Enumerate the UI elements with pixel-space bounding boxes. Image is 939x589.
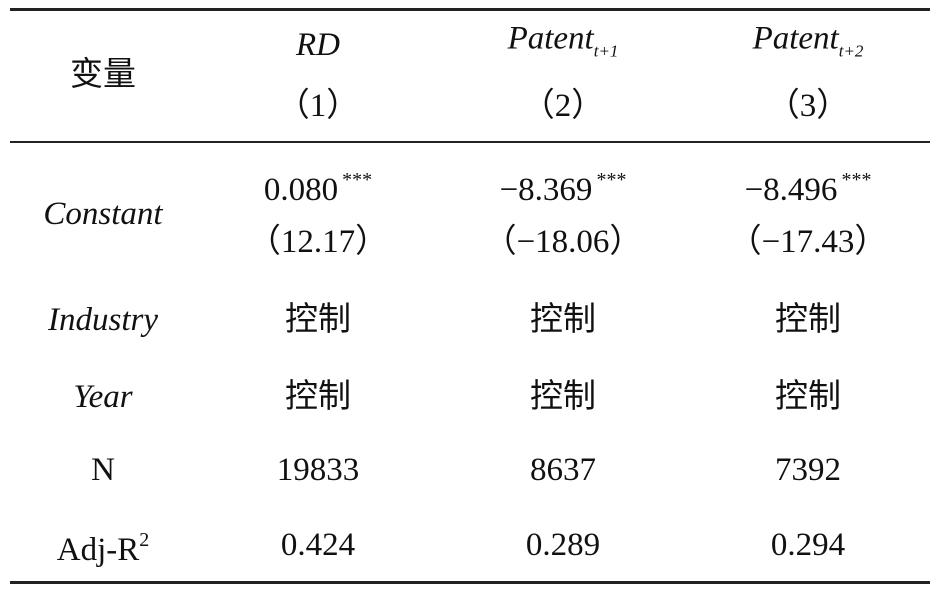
cell-text: 0.294 <box>770 527 846 563</box>
cell-text: 控制 <box>530 379 596 415</box>
table-cell: 控制 <box>530 300 596 340</box>
t-statistic: （−17.43） <box>729 222 888 262</box>
significance-stars: *** <box>841 169 872 191</box>
cell-text: 控制 <box>530 302 596 338</box>
row-label-text: Adj-R <box>56 532 140 568</box>
cell-text: 控制 <box>285 379 351 415</box>
t-statistic: （12.17） <box>248 222 388 262</box>
t-statistic-text: （−18.06） <box>483 224 643 260</box>
coefficient: 0.080 *** <box>264 160 372 210</box>
table-cell: 控制 <box>775 300 841 340</box>
row-label: Adj-R2 <box>57 520 150 570</box>
cell-text: 控制 <box>775 379 841 415</box>
header-label-text: Patent <box>507 20 594 57</box>
header-label-text: RD <box>296 27 340 63</box>
row-label-text: Year <box>73 379 133 415</box>
t-statistic-text: （−17.43） <box>728 224 888 260</box>
row-label-text: Constant <box>43 195 163 232</box>
column-number: （2） <box>522 86 605 126</box>
table-cell: 0.424 <box>281 525 355 565</box>
significance-stars: *** <box>596 169 627 191</box>
table-cell: 控制 <box>285 377 351 417</box>
cell-text: 控制 <box>285 302 351 338</box>
table-cell: 19833 <box>277 450 360 490</box>
cell-text: 0.424 <box>280 527 356 563</box>
header-label: Patentt+1 <box>508 19 619 72</box>
column-number: （1） <box>277 86 360 126</box>
coefficient-value: −8.496 <box>744 172 838 208</box>
table-cell: 控制 <box>530 377 596 417</box>
column-number-text: （3） <box>766 88 850 124</box>
coefficient: −8.496 *** <box>745 160 872 210</box>
cell-text: 7392 <box>775 452 841 488</box>
cell-text: 0.289 <box>525 527 601 563</box>
row-label: Constant <box>43 194 162 234</box>
table-cell: 控制 <box>775 377 841 417</box>
cell-text: 8637 <box>530 452 596 488</box>
cell-text: 19833 <box>276 452 360 488</box>
header-label-text: 变量 <box>70 57 136 93</box>
coefficient-value: −8.369 <box>499 172 593 208</box>
column-number-text: （1） <box>276 88 360 124</box>
header-subscript: t+2 <box>838 41 864 61</box>
coefficient: −8.369 *** <box>500 160 627 210</box>
row-label-text: N <box>91 452 115 488</box>
row-label-text: Industry <box>48 302 158 338</box>
header-label: Patentt+2 <box>753 19 864 72</box>
top-rule <box>10 8 930 11</box>
table-cell: 8637 <box>530 450 596 490</box>
table-cell: 0.289 <box>526 525 600 565</box>
column-number: （3） <box>767 86 850 126</box>
header-label: 变量 <box>70 55 136 95</box>
row-label: N <box>91 450 115 490</box>
table-cell: 控制 <box>285 300 351 340</box>
t-statistic: （−18.06） <box>484 222 643 262</box>
cell-text: 控制 <box>775 302 841 338</box>
bottom-rule <box>10 581 930 584</box>
coefficient-value: 0.080 <box>263 172 339 208</box>
significance-stars: *** <box>342 169 373 191</box>
row-label: Year <box>73 377 132 417</box>
row-label-sup: 2 <box>139 529 150 551</box>
header-subscript: t+1 <box>593 41 619 61</box>
header-label-text: Patent <box>752 20 839 57</box>
row-label: Industry <box>48 300 158 340</box>
table-cell: 7392 <box>775 450 841 490</box>
column-number-text: （2） <box>521 88 605 124</box>
header-rule <box>10 141 930 143</box>
t-statistic-text: （12.17） <box>247 224 389 260</box>
table-cell: 0.294 <box>771 525 845 565</box>
header-label: RD <box>296 25 340 65</box>
